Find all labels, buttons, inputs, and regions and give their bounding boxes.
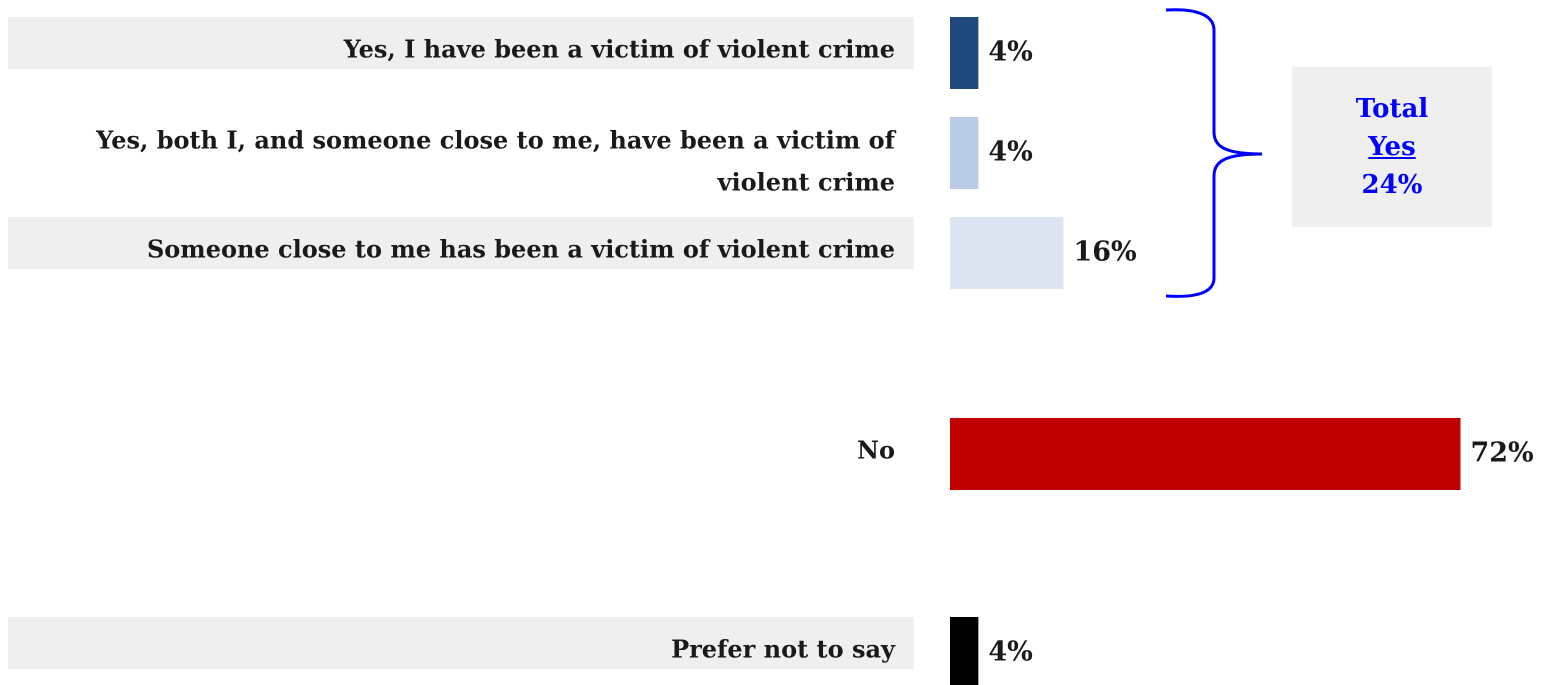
label-backgrounds bbox=[8, 17, 914, 669]
category-label: Prefer not to say bbox=[671, 635, 896, 664]
bar bbox=[950, 418, 1461, 490]
category-label: Someone close to me has been a victim of… bbox=[147, 235, 895, 264]
category-label-background bbox=[8, 617, 914, 669]
value-labels: 4% 4% 16% 72% 4% bbox=[988, 37, 1533, 668]
bars bbox=[950, 17, 1461, 685]
value-label: 4% bbox=[988, 637, 1032, 668]
value-label: 72% bbox=[1470, 438, 1533, 469]
total-label: Total bbox=[1355, 94, 1429, 124]
value-label: 4% bbox=[988, 37, 1032, 68]
category-label: Yes, I have been a victim of violent cri… bbox=[343, 35, 895, 64]
total-yes-label: Yes bbox=[1368, 132, 1416, 162]
total-yes-box: Total Yes 24% bbox=[1292, 67, 1492, 227]
category-label: No bbox=[857, 436, 895, 465]
value-label: 4% bbox=[988, 137, 1032, 168]
total-yes-value: 24% bbox=[1361, 170, 1423, 200]
total-yes-bracket bbox=[1165, 8, 1263, 298]
category-label-background bbox=[8, 217, 914, 269]
bar bbox=[950, 617, 979, 685]
value-label: 16% bbox=[1073, 237, 1136, 268]
bar bbox=[950, 217, 1064, 289]
category-label: Yes, both I, and someone close to me, ha… bbox=[95, 126, 896, 155]
bar bbox=[950, 17, 979, 89]
category-label: violent crime bbox=[717, 168, 895, 197]
category-label-background bbox=[8, 17, 914, 69]
category-labels: Yes, I have been a victim of violent cri… bbox=[95, 35, 896, 664]
bar bbox=[950, 117, 979, 189]
